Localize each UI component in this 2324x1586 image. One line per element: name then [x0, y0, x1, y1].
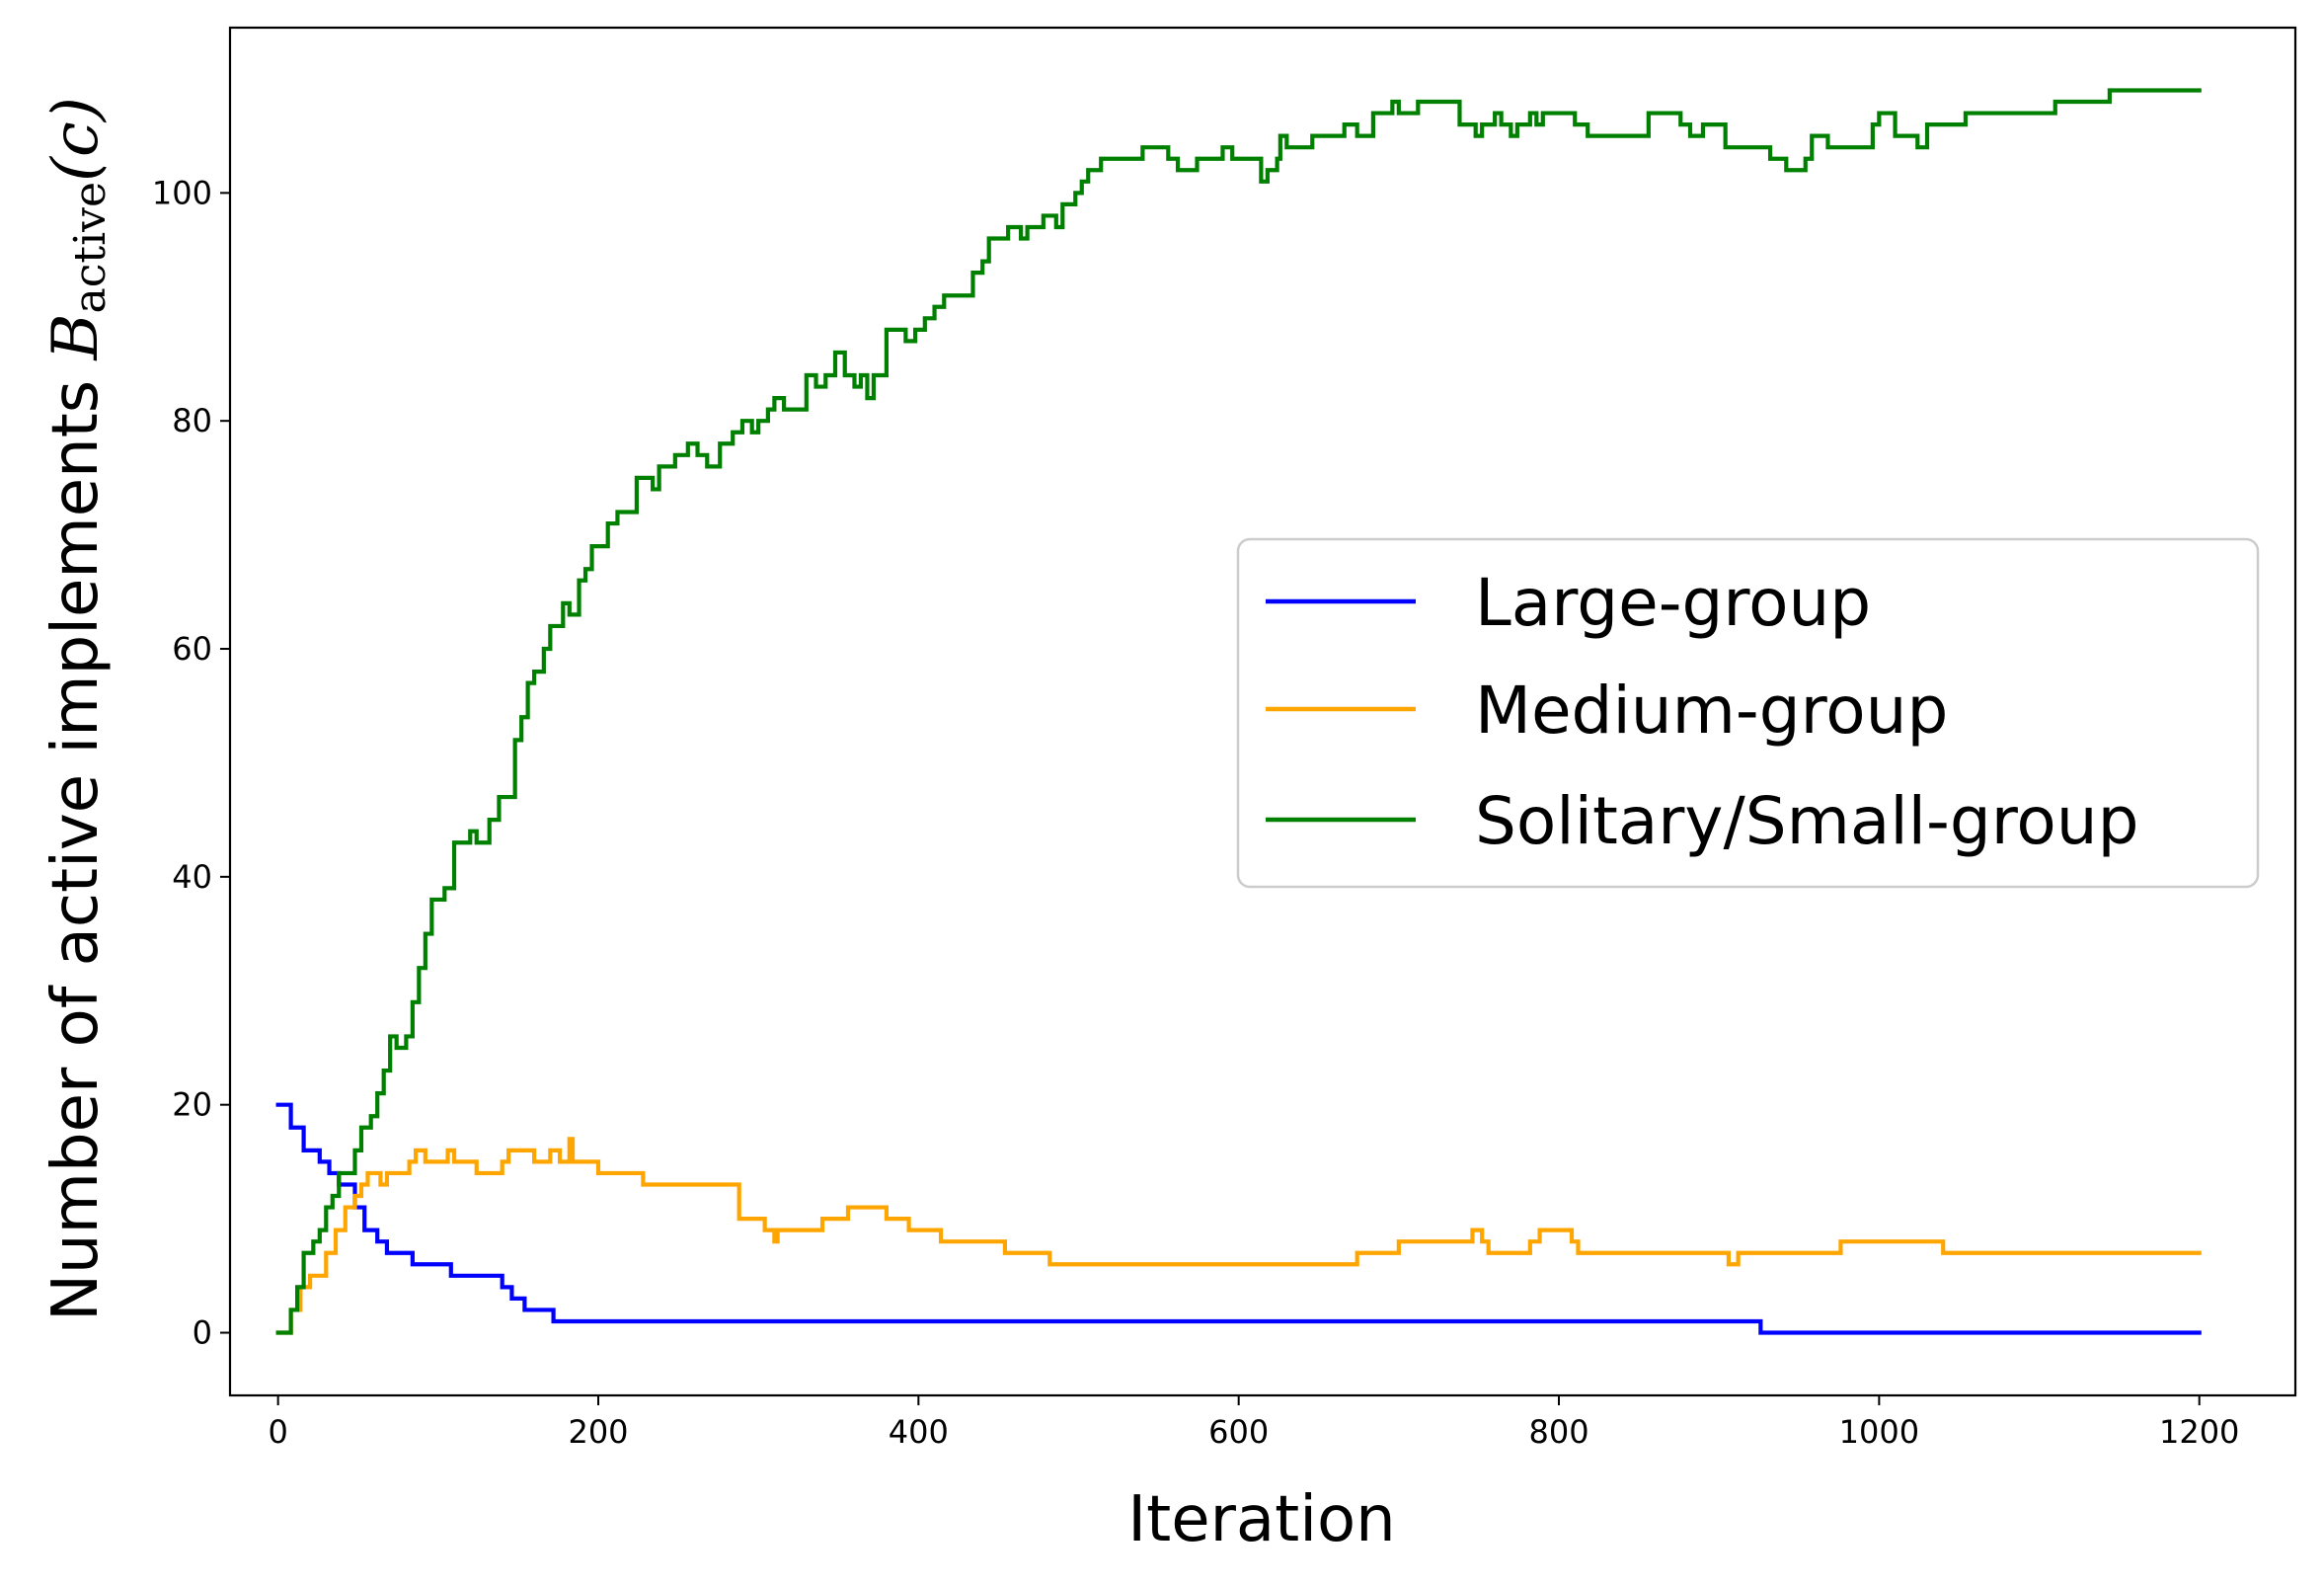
y-tick-label: 60 [172, 630, 212, 668]
x-tick-label: 800 [1528, 1413, 1588, 1451]
legend: Large-group Medium-group Solitary/Small-gr… [1236, 537, 2260, 889]
x-tick-label: 400 [889, 1413, 949, 1451]
x-tick-label: 1000 [1839, 1413, 1919, 1451]
legend-label-large-group: Large-group [1475, 565, 1871, 641]
y-tick-label: 80 [172, 402, 212, 439]
y-tick-label: 100 [152, 174, 212, 211]
y-axis-label-subscript: active [65, 182, 116, 314]
x-axis-label: Iteration [1127, 1483, 1395, 1556]
x-tick-label: 0 [268, 1413, 287, 1451]
series-line-large-group [275, 1102, 2202, 1335]
y-tick-label: 0 [193, 1314, 212, 1352]
series-layer [275, 88, 2202, 1335]
y-axis-label-symbol: B [39, 313, 113, 360]
legend-entries: Large-group Medium-group Solitary/Small-gr… [1266, 565, 2139, 859]
y-tick-label: 20 [172, 1086, 212, 1124]
y-axis-label-text: Number of active implements [39, 360, 113, 1321]
y-tick-label: 40 [172, 858, 212, 896]
legend-box [1236, 537, 2260, 889]
y-axis-label: Number of active implements Bactive(c) [39, 97, 116, 1321]
x-tick-label: 1200 [2159, 1413, 2239, 1451]
legend-label-solitary-small-group: Solitary/Small-group [1475, 783, 2139, 859]
plot-frame [228, 26, 2297, 1397]
series-line-solitary-small-group [275, 88, 2202, 1335]
x-axis-ticks: 0 200 400 600 800 1000 1200 [268, 1395, 2239, 1451]
x-tick-label: 200 [568, 1413, 628, 1451]
y-axis-ticks: 0 20 40 60 80 100 [152, 174, 230, 1352]
series-line-medium-group [275, 1137, 2202, 1335]
x-tick-label: 600 [1208, 1413, 1269, 1451]
plot-area [275, 88, 2202, 1335]
y-axis-label-argument: (c) [39, 97, 113, 182]
legend-label-medium-group: Medium-group [1475, 673, 1948, 749]
